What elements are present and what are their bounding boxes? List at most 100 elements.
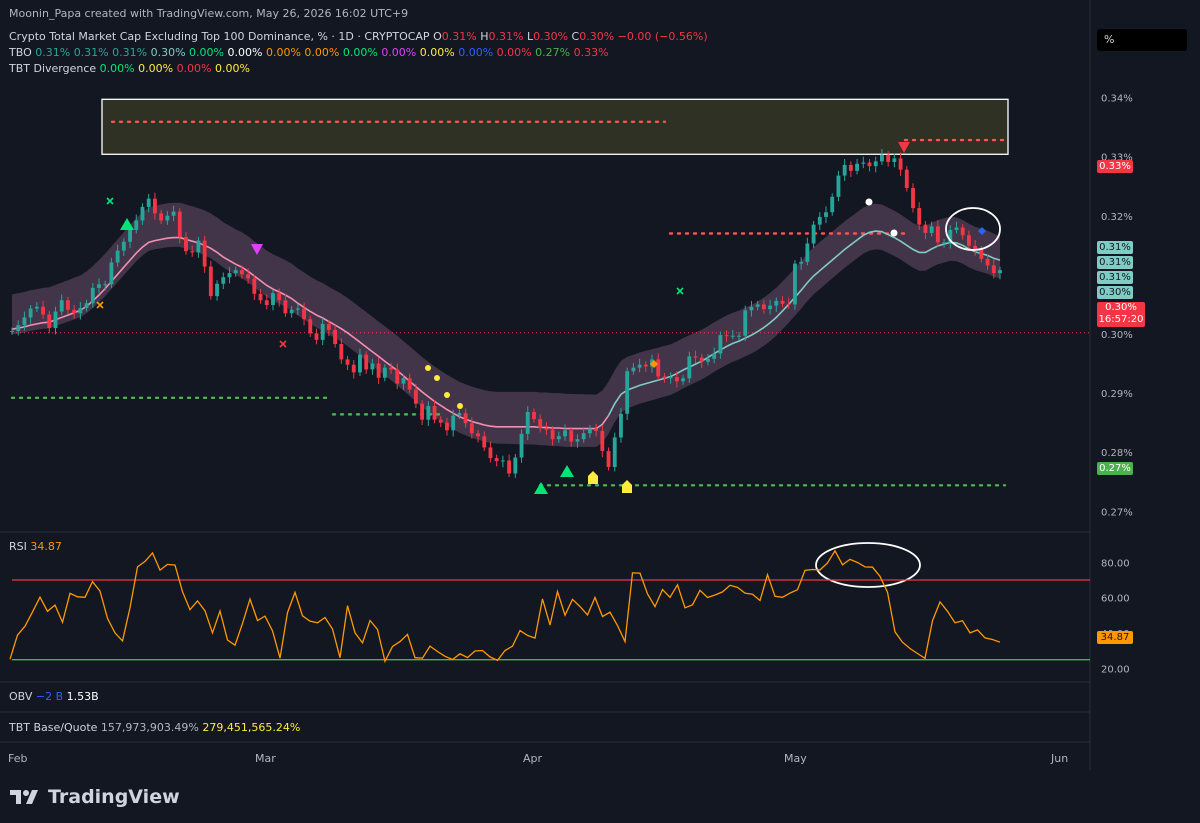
rsi-label[interactable]: RSI — [9, 540, 27, 553]
tbo-label[interactable]: TBO — [9, 46, 32, 59]
tradingview-logo[interactable]: TradingView — [10, 784, 180, 810]
candle-body — [917, 208, 922, 225]
candle-body — [271, 293, 275, 306]
candle-body — [606, 451, 611, 467]
price-tick-label: 0.32% — [1101, 212, 1133, 223]
candle-body — [407, 378, 412, 390]
price-tick-label: 0.34% — [1101, 94, 1133, 105]
candle-body — [619, 413, 623, 438]
candle-body — [320, 323, 325, 340]
candle-body — [737, 335, 741, 337]
buy-signal-marker — [534, 482, 548, 494]
tbo-value-6: 0.00% — [265, 46, 305, 59]
legend-open-label: O — [433, 30, 442, 43]
candle-body — [538, 419, 543, 428]
divergence-dot — [444, 392, 450, 398]
time-tick-label: Jun — [1050, 752, 1068, 765]
divergence-label[interactable]: TBT Divergence — [9, 62, 97, 75]
candle-body — [942, 242, 947, 244]
diamond-marker — [650, 360, 658, 368]
candle-body — [121, 241, 126, 251]
candle-body — [413, 389, 418, 404]
candle-body — [358, 354, 362, 373]
legend-high: 0.31% — [488, 30, 524, 43]
candle-body — [146, 198, 151, 207]
divergence-dot — [457, 403, 463, 409]
tbo-value-0: 0.31% — [35, 46, 74, 59]
candle-body — [886, 154, 891, 162]
candle-body — [84, 303, 89, 308]
candle-body — [991, 265, 996, 274]
candle-body — [500, 460, 505, 462]
candle-body — [345, 359, 350, 365]
annotation-circle — [815, 542, 921, 588]
candle-body — [637, 364, 642, 368]
candle-body — [258, 293, 263, 301]
candle-body — [761, 304, 766, 310]
divergence-value-1: 0.00% — [138, 62, 177, 75]
tbt-label[interactable]: TBT Base/Quote — [9, 721, 98, 734]
candle-body — [339, 344, 344, 360]
candle-body — [799, 261, 804, 264]
candle-body — [967, 235, 971, 246]
divergence-legend: TBT Divergence 0.00% 0.00% 0.00% 0.00% — [9, 62, 250, 75]
candle-body — [873, 161, 878, 167]
scale-mode-field[interactable]: % — [1097, 29, 1187, 51]
obv-label[interactable]: OBV — [9, 690, 33, 703]
candle-body — [426, 406, 431, 420]
candle-body — [855, 163, 860, 171]
candle-body — [326, 323, 331, 330]
candle-body — [233, 270, 238, 274]
candle-body — [264, 300, 269, 306]
candle-body — [457, 413, 462, 416]
candle-body — [668, 377, 673, 379]
badge-teal-2: 0.31% — [1097, 256, 1133, 269]
candle-body — [395, 369, 400, 384]
candle-body — [488, 447, 493, 459]
symbol-title[interactable]: Crypto Total Market Cap Excluding Top 10… — [9, 30, 430, 43]
candle-body — [662, 376, 667, 379]
candle-body — [687, 356, 692, 379]
candle-body — [836, 175, 841, 197]
cross-marker — [96, 301, 104, 309]
candle-body — [208, 266, 213, 297]
countdown-timer: 16:57:20 — [1098, 314, 1144, 325]
candle-body — [295, 308, 300, 310]
legend-high-label: H — [480, 30, 489, 43]
buy-signal-marker — [120, 218, 134, 230]
candle-body — [469, 423, 474, 434]
candle-body — [923, 224, 928, 233]
candle-body — [600, 430, 605, 452]
candle-body — [768, 305, 773, 310]
tbo-value-2: 0.31% — [112, 46, 151, 59]
candle-body — [165, 215, 170, 221]
tbo-values: 0.31% 0.31% 0.31% 0.30% 0.00% 0.00% 0.00… — [35, 46, 608, 59]
tbo-value-14: 0.33% — [573, 46, 609, 59]
candle-body — [811, 224, 816, 244]
candle-body — [364, 354, 369, 370]
candle-body — [973, 245, 978, 250]
candle-body — [59, 300, 64, 312]
legend-close-label: C — [571, 30, 580, 43]
candle-body — [239, 270, 244, 275]
candle-body — [929, 226, 934, 233]
tbo-value-9: 0.00% — [381, 46, 420, 59]
candle-body — [221, 277, 226, 284]
candle-body — [152, 198, 157, 214]
candle-body — [389, 367, 393, 370]
candle-body — [65, 300, 70, 310]
candle-body — [420, 403, 425, 420]
candle-body — [631, 367, 636, 372]
candle-body — [712, 353, 717, 359]
divergence-dot — [425, 365, 431, 371]
candle-body — [283, 300, 288, 314]
tbo-value-8: 0.00% — [342, 46, 382, 59]
sell-signal-marker — [898, 142, 910, 153]
tbo-value-3: 0.30% — [150, 46, 190, 59]
candle-body — [432, 406, 437, 420]
time-tick-label: Mar — [255, 752, 276, 765]
tbo-value-10: 0.00% — [419, 46, 459, 59]
time-tick-label: Feb — [8, 752, 27, 765]
rsi-tick-label: 60.00 — [1101, 594, 1130, 605]
